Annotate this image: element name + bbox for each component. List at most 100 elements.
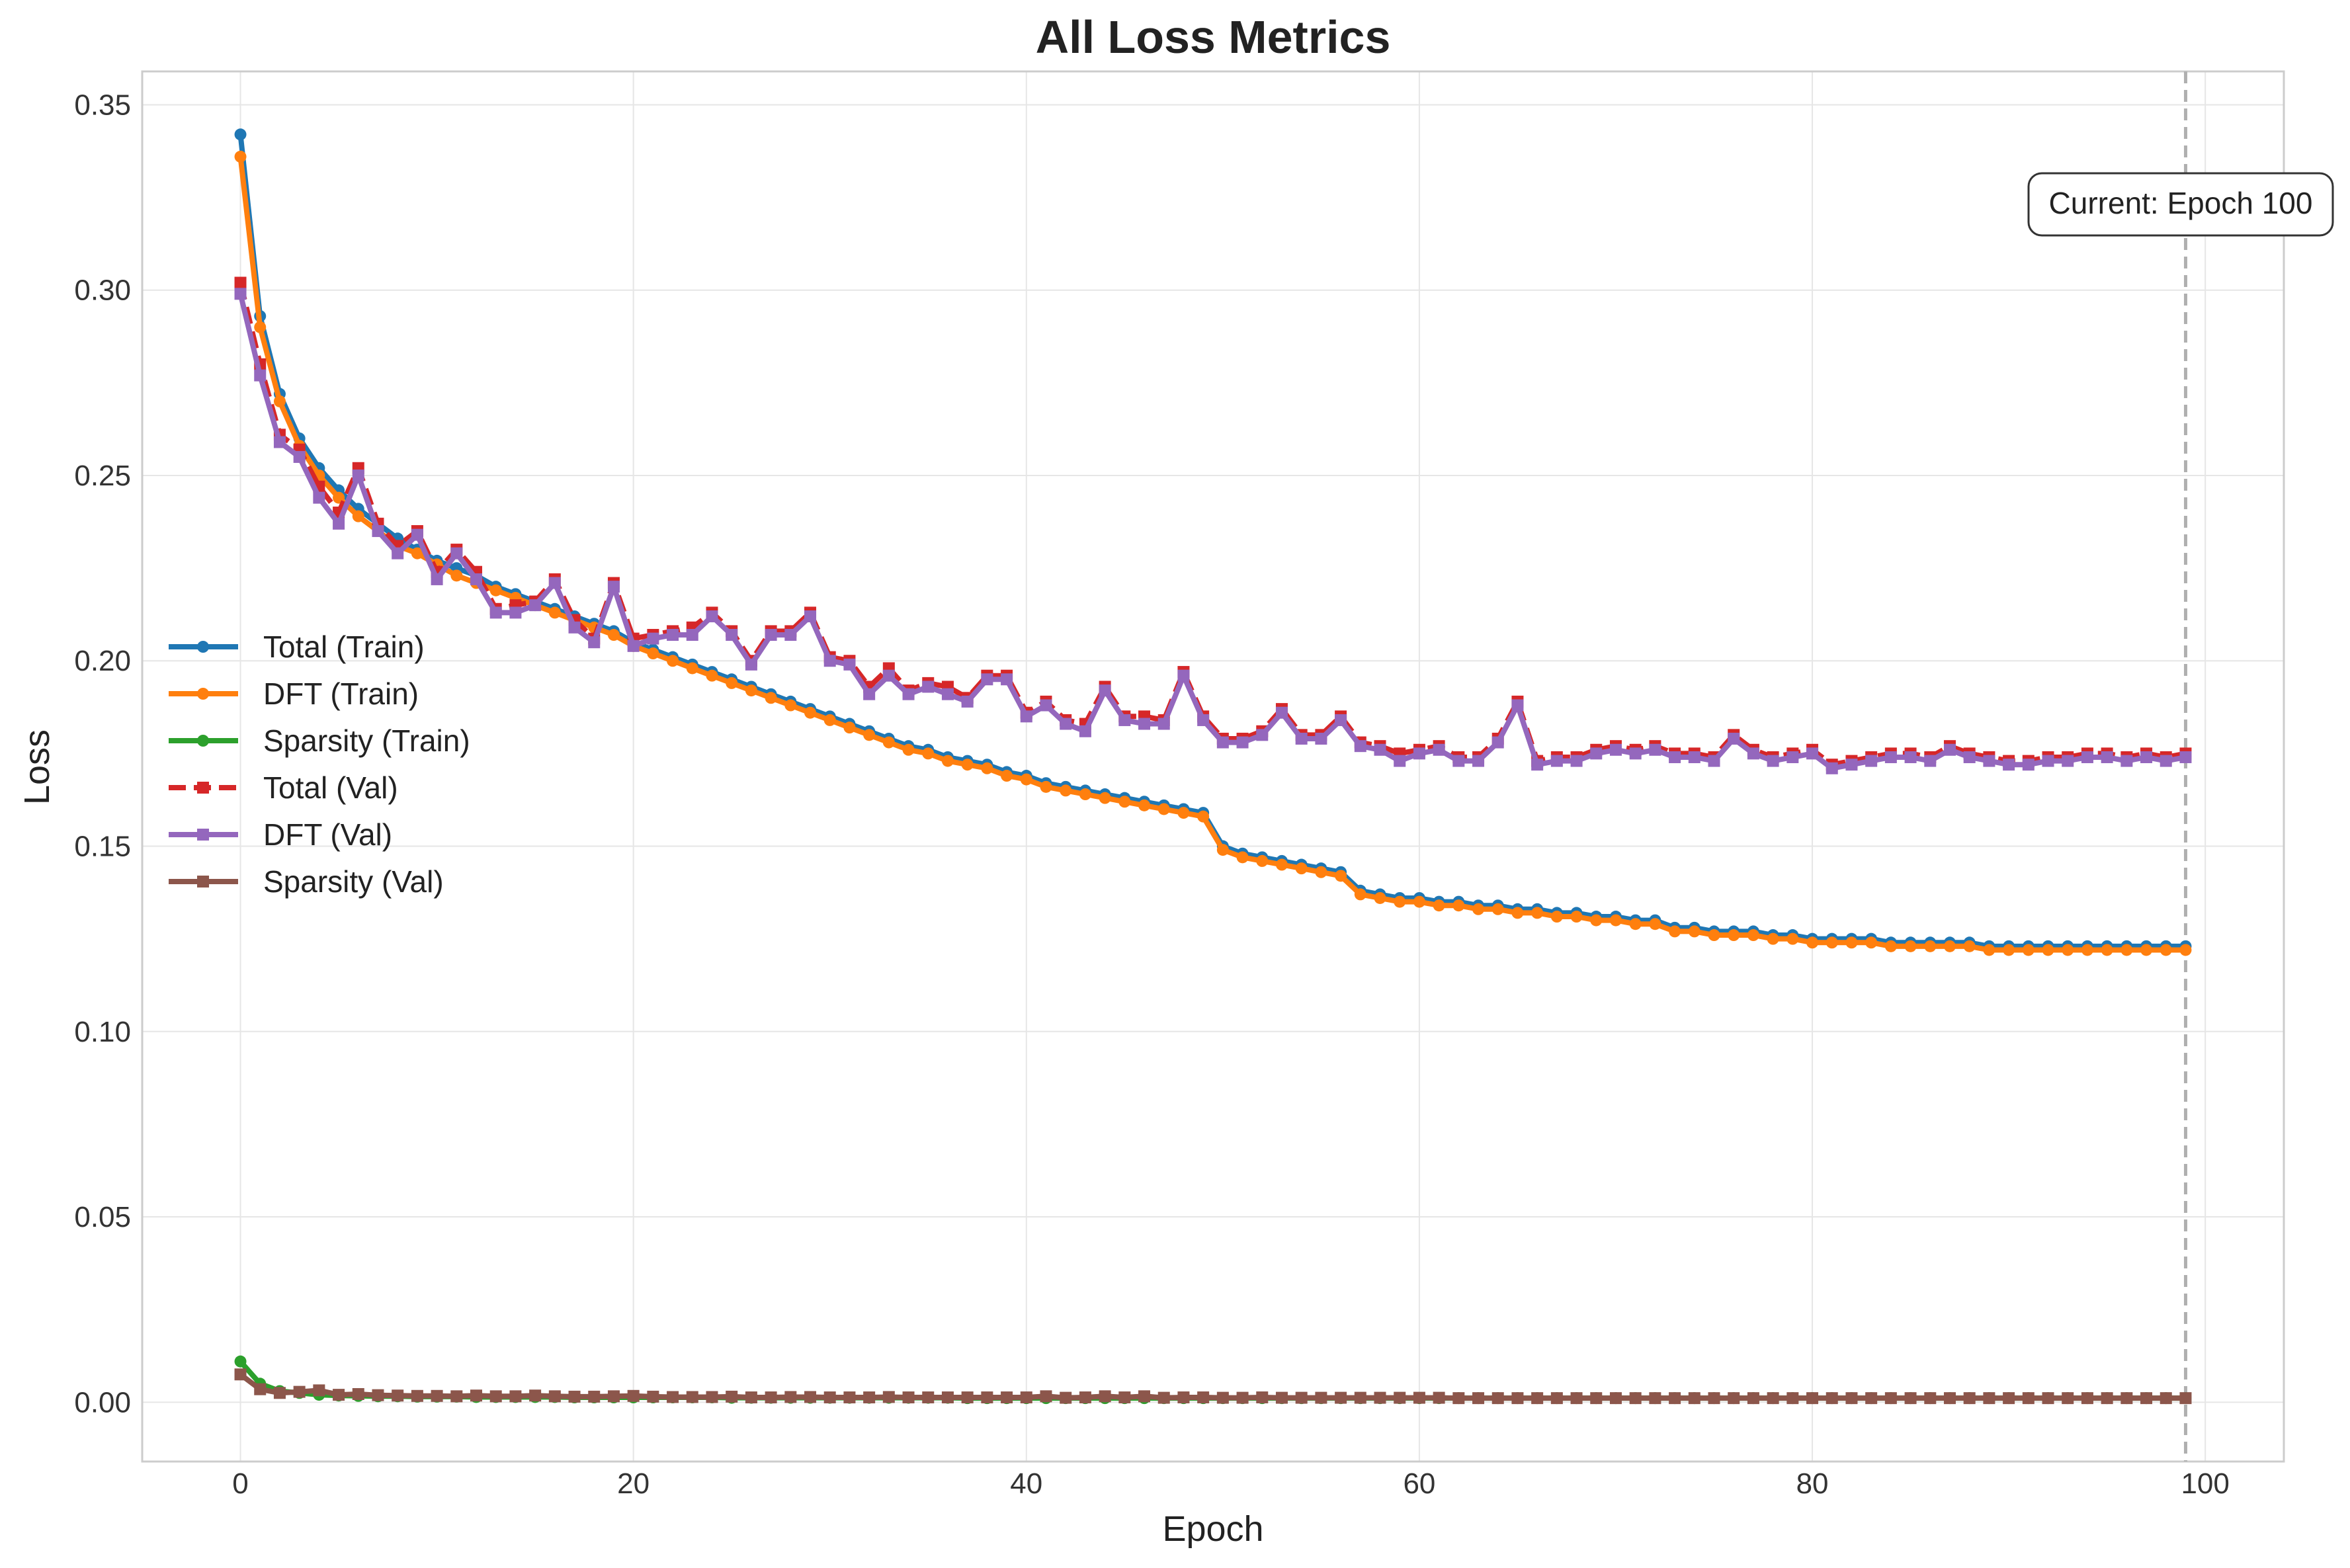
data-point: [1904, 751, 1917, 763]
legend-marker: [197, 782, 209, 794]
data-point: [1786, 932, 1799, 945]
data-point: [392, 1389, 404, 1402]
data-point: [1295, 732, 1308, 745]
data-point: [1570, 911, 1583, 923]
data-point: [941, 755, 954, 767]
annotation-text: Current: Epoch 100: [2049, 186, 2313, 220]
data-point: [2062, 755, 2074, 767]
x-tick-label: 80: [1796, 1467, 1829, 1500]
data-point: [961, 695, 974, 708]
data-point: [1275, 1391, 1288, 1404]
data-point: [1079, 788, 1091, 801]
data-point: [234, 288, 247, 300]
data-point: [726, 1390, 738, 1403]
data-point: [1256, 729, 1269, 741]
x-tick-label: 0: [232, 1467, 248, 1500]
data-point: [1550, 1392, 1563, 1405]
data-point: [1865, 936, 1878, 949]
data-point: [823, 714, 836, 726]
data-point: [234, 276, 247, 289]
data-point: [2140, 944, 2153, 956]
data-point: [1060, 718, 1072, 730]
data-point: [293, 1385, 306, 1398]
data-point: [1197, 1391, 1210, 1404]
data-point: [2140, 751, 2153, 763]
legend-label: DFT (Val): [263, 817, 392, 852]
data-point: [529, 599, 542, 612]
data-point: [1609, 914, 1622, 927]
data-point: [1315, 732, 1327, 745]
data-point: [1394, 755, 1406, 767]
data-point: [372, 525, 384, 538]
data-point: [823, 655, 836, 667]
data-point: [313, 1384, 325, 1397]
data-point: [1472, 903, 1485, 915]
data-point: [784, 629, 797, 641]
data-point: [1924, 1392, 1937, 1405]
data-point: [1983, 944, 1995, 956]
chart-title: All Loss Metrics: [1036, 11, 1391, 63]
data-point: [863, 688, 876, 700]
data-point: [1236, 851, 1249, 864]
data-point: [1001, 770, 1013, 782]
legend-label: Sparsity (Val): [263, 864, 444, 899]
y-tick-label: 0.10: [74, 1016, 131, 1048]
data-point: [1688, 925, 1700, 938]
data-point: [1629, 1392, 1642, 1405]
data-point: [2120, 1392, 2133, 1405]
data-point: [607, 581, 620, 593]
data-point: [607, 629, 620, 641]
legend-label: Sparsity (Train): [263, 723, 470, 758]
data-point: [352, 469, 364, 481]
data-point: [745, 684, 757, 697]
data-point: [1629, 747, 1642, 760]
data-point: [1531, 907, 1544, 919]
data-point: [450, 547, 463, 559]
y-tick-label: 0.15: [74, 831, 131, 863]
data-point: [2062, 944, 2074, 956]
data-point: [1550, 755, 1563, 767]
x-tick-label: 20: [617, 1467, 650, 1500]
data-point: [1118, 796, 1131, 808]
data-point: [548, 606, 561, 619]
series-line: [237, 156, 2186, 953]
data-point: [1708, 1392, 1720, 1405]
data-point: [2022, 944, 2035, 956]
data-point: [411, 547, 423, 559]
data-point: [1216, 1391, 1229, 1404]
data-point: [1786, 751, 1799, 763]
data-point: [1609, 743, 1622, 756]
data-point: [1275, 858, 1288, 871]
data-point: [627, 1389, 640, 1402]
data-point: [1669, 751, 1681, 763]
data-point: [686, 662, 698, 675]
data-point: [1943, 940, 1956, 952]
legend-label: Total (Val): [263, 770, 398, 805]
data-point: [726, 677, 738, 689]
data-point: [1531, 759, 1544, 771]
data-point: [489, 606, 502, 619]
data-point: [1845, 1392, 1858, 1405]
data-point: [647, 632, 659, 645]
data-point: [1511, 907, 1524, 919]
data-point: [1472, 1392, 1485, 1405]
legend-marker: [197, 735, 209, 747]
data-point: [2179, 1392, 2192, 1405]
data-point: [1354, 740, 1366, 753]
data-point: [352, 510, 364, 522]
data-point: [254, 1383, 267, 1395]
legend-marker: [197, 688, 209, 700]
data-point: [2003, 759, 2015, 771]
data-point: [1728, 1392, 1740, 1405]
data-point: [843, 722, 856, 734]
data-point: [804, 706, 817, 719]
data-point: [1688, 751, 1700, 763]
data-point: [1511, 699, 1524, 712]
data-point: [1354, 888, 1366, 901]
data-point: [2062, 1392, 2074, 1405]
data-point: [902, 1391, 915, 1404]
annotation-box: [2027, 172, 2334, 237]
data-point: [804, 610, 817, 622]
data-point: [1806, 747, 1819, 760]
